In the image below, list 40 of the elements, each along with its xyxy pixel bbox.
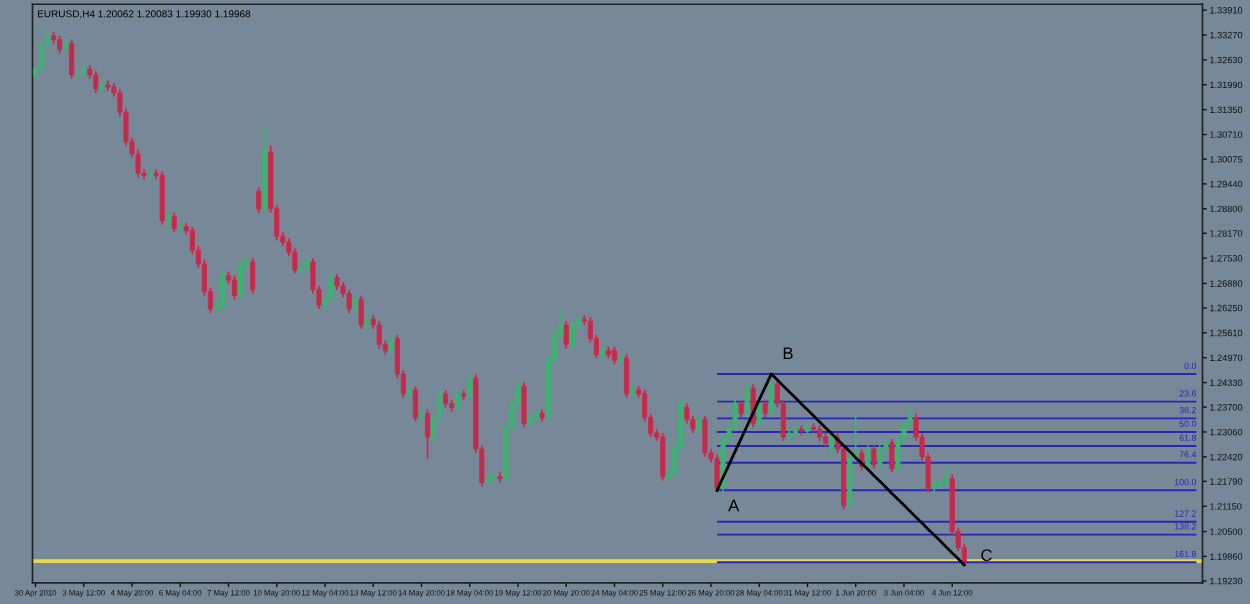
candlestick [376,320,382,350]
candlestick [39,38,45,74]
candlestick [424,408,431,460]
candlestick [328,272,334,305]
candlestick [358,294,364,330]
candlestick [563,320,569,350]
candlestick [159,170,165,226]
annotation: A [728,499,740,512]
candlestick [256,186,262,214]
candlestick [684,402,690,425]
line-series [715,372,966,567]
candlestick [768,373,774,419]
candlestick [219,270,226,310]
annotation: C [981,549,992,562]
candlestick [171,211,177,234]
candlestick [889,438,895,474]
candlestick [702,414,708,458]
candlestick [865,444,871,472]
candlestick [497,471,503,484]
candlestick [624,353,630,399]
candlestick [491,471,497,484]
candlestick [569,320,575,350]
candlestick [388,333,394,356]
candlestick [756,398,762,429]
candlestick [250,257,256,295]
candlestick [455,389,461,413]
candlestick [521,381,527,429]
candlestick [744,383,750,419]
candlestick [660,432,666,482]
candlestick [238,261,244,301]
candlestick [232,274,238,301]
candlestick [412,385,418,423]
candlestick [346,288,352,315]
candlestick [877,444,883,470]
candlestick [829,432,835,454]
candlestick [69,38,75,80]
candlestick [93,70,99,94]
annotation: B [783,347,793,359]
candlestick [871,444,877,470]
candlestick [467,373,473,401]
